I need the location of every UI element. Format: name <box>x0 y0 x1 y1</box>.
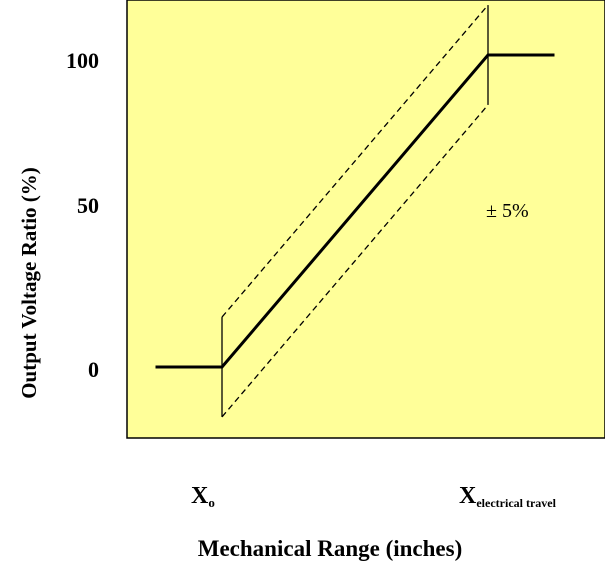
y-tick-label-50: 50 <box>77 193 99 218</box>
y-tick-label-100: 100 <box>66 48 99 73</box>
x-tick-label-end: Xelectrical travel <box>459 483 557 510</box>
x-tick-end-sub: electrical travel <box>476 496 556 510</box>
x-tick-label-start: Xo <box>191 483 215 510</box>
x-tick-start-sub: o <box>208 495 215 510</box>
y-tick-label-0: 0 <box>88 357 99 382</box>
tolerance-annotation: ± 5% <box>486 200 529 222</box>
y-axis-label: Output Voltage Ratio (%) <box>17 167 41 399</box>
plot-area <box>126 0 605 439</box>
tolerance-upper-line <box>221 4 489 318</box>
x-tick-start-main: X <box>191 483 209 509</box>
tolerance-lower-line <box>221 104 489 418</box>
output-series-line <box>155 53 555 369</box>
x-axis-label: Mechanical Range (inches) <box>198 536 462 561</box>
data-marks <box>155 4 555 418</box>
x-tick-end-main: X <box>459 483 477 509</box>
